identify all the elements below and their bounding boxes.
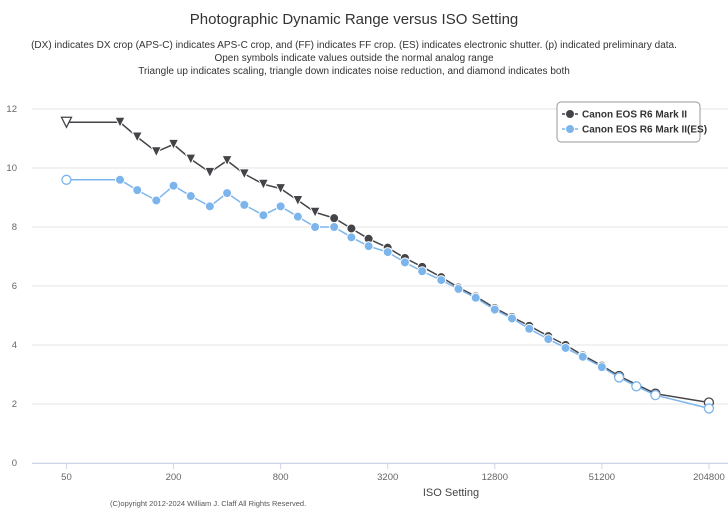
triangle-marker-point[interactable] [60, 116, 73, 129]
triangle-marker-point[interactable] [292, 194, 304, 207]
circle-marker-point[interactable] [168, 180, 179, 191]
triangle-marker-point[interactable] [131, 131, 144, 144]
circle-marker-point[interactable] [703, 403, 715, 414]
x-tick-label: 204800 [693, 472, 725, 483]
triangle-marker-point[interactable] [204, 166, 216, 179]
x-tick-label: 50 [61, 472, 72, 483]
x-axis-title: ISO Setting [423, 487, 479, 499]
x-tick-label: 800 [273, 472, 289, 483]
circle-marker-point[interactable] [577, 351, 588, 362]
circle-marker-point[interactable] [596, 362, 607, 373]
chart-legend: Canon EOS R6 Mark II Canon EOS R6 Mark II… [556, 101, 707, 143]
circle-marker-point[interactable] [363, 241, 374, 252]
circle-marker-point[interactable] [382, 247, 393, 258]
chart-subtitle-line-3: Triangle up indicates scaling, triangle … [138, 66, 570, 77]
circle-marker-point[interactable] [115, 174, 126, 185]
series-line [66, 121, 710, 404]
legend-label: Canon EOS R6 Mark II(ES) [582, 125, 707, 136]
triangle-marker-point[interactable] [114, 116, 126, 129]
x-tick-label: 51200 [589, 472, 615, 483]
legend-item[interactable]: Canon EOS R6 Mark II(ES) [562, 124, 707, 136]
x-tick-label: 200 [166, 472, 182, 483]
triangle-marker-point[interactable] [257, 178, 270, 191]
triangle-marker-point[interactable] [184, 153, 197, 166]
circle-marker-point[interactable] [258, 210, 269, 221]
circle-marker-point[interactable] [470, 292, 481, 303]
series-line [66, 179, 710, 410]
triangle-marker-point[interactable] [221, 155, 233, 167]
circle-marker-point[interactable] [560, 342, 571, 353]
x-tick-label: 12800 [482, 472, 508, 483]
x-axis-ticks: 50 200 800 3200 12800 51200 204800 [61, 463, 725, 483]
circle-marker-point[interactable] [204, 201, 215, 212]
circle-marker-point[interactable] [329, 213, 340, 224]
copyright-credit: (C)opyright 2012-2024 William J. Claff A… [110, 499, 306, 508]
circle-marker-point[interactable] [613, 372, 625, 383]
circle-marker-point[interactable] [61, 174, 72, 185]
y-tick-label: 8 [12, 222, 17, 233]
circle-marker-point[interactable] [543, 334, 554, 345]
triangle-marker-point[interactable] [309, 206, 321, 219]
gridlines [32, 108, 728, 464]
legend-label: Canon EOS R6 Mark II [582, 110, 687, 121]
circle-marker-point[interactable] [650, 389, 661, 401]
legend-box [556, 101, 701, 143]
circle-marker-point[interactable] [151, 195, 162, 206]
y-tick-label: 10 [6, 163, 17, 174]
chart-title: Photographic Dynamic Range versus ISO Se… [190, 11, 519, 28]
chart-subtitle-line-1: (DX) indicates DX crop (APS-C) indicates… [31, 40, 677, 51]
y-tick-label: 6 [12, 281, 17, 292]
circle-marker-point[interactable] [436, 275, 447, 286]
circle-marker-point[interactable] [346, 223, 357, 234]
y-axis-ticks: 0 2 4 6 8 10 12 [6, 104, 17, 469]
circle-marker-point[interactable] [275, 201, 286, 212]
circle-marker-point[interactable] [185, 191, 196, 202]
circle-marker-point[interactable] [399, 257, 410, 268]
y-tick-label: 0 [12, 458, 17, 469]
x-tick-label: 3200 [377, 472, 398, 483]
series-2 [61, 174, 715, 414]
series-group [60, 116, 715, 414]
circle-marker-point[interactable] [507, 313, 518, 324]
circle-marker-point[interactable] [310, 222, 321, 232]
circle-marker-point[interactable] [346, 232, 357, 243]
y-tick-label: 4 [12, 340, 17, 351]
triangle-marker-point[interactable] [274, 183, 287, 195]
circle-marker-point[interactable] [239, 199, 250, 210]
y-tick-label: 2 [12, 399, 17, 410]
legend-marker-swatch [565, 109, 575, 119]
circle-marker-point[interactable] [489, 304, 500, 315]
triangle-marker-point[interactable] [167, 138, 180, 151]
legend-marker-swatch [565, 124, 575, 134]
y-tick-label: 12 [6, 104, 17, 115]
circle-marker-point[interactable] [417, 266, 428, 277]
circle-marker-point[interactable] [222, 188, 233, 199]
chart-subtitle-line-2: Open symbols indicate values outside the… [214, 53, 493, 64]
legend-item[interactable]: Canon EOS R6 Mark II [562, 109, 687, 121]
circle-marker-point[interactable] [329, 222, 340, 232]
circle-marker-point[interactable] [292, 211, 303, 222]
series-1 [60, 116, 715, 408]
circle-marker-point[interactable] [631, 381, 642, 392]
circle-marker-point[interactable] [524, 323, 535, 334]
triangle-marker-point[interactable] [238, 168, 251, 181]
circle-marker-point[interactable] [453, 283, 464, 294]
triangle-marker-point[interactable] [150, 146, 163, 158]
circle-marker-point[interactable] [132, 185, 143, 196]
